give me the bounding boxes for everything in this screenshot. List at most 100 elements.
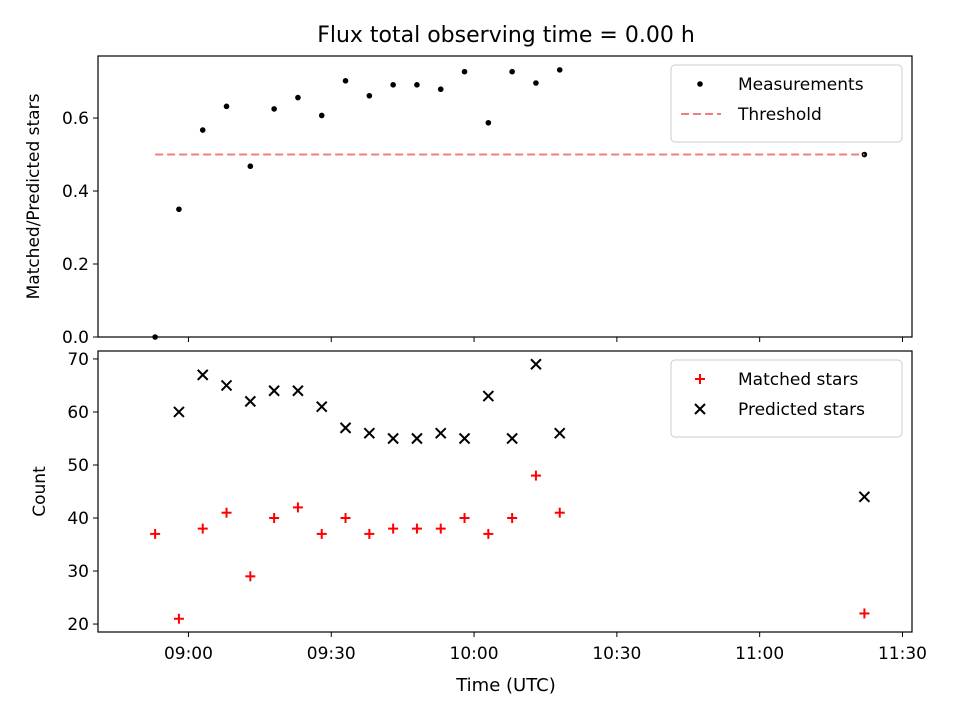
legend-box: [670, 359, 903, 438]
y-tick-label: 0.0: [62, 328, 89, 348]
measurement-point: [461, 68, 468, 75]
predicted-star-point: [506, 432, 518, 445]
y-axis-label: Count: [30, 466, 50, 517]
predicted-star-point: [173, 406, 185, 418]
ratio-panel: 0.0 0.2 0.4 0.6 Matched/Predicted stars Measu…: [24, 55, 913, 348]
predicted-star-point: [858, 491, 871, 503]
x-stroke-2: [411, 432, 423, 445]
x-tick-label: 11:00: [735, 644, 784, 664]
x-stroke-2: [316, 400, 328, 413]
x-stroke-2: [858, 491, 871, 503]
measurement-point: [318, 112, 325, 119]
x-stroke-2: [292, 385, 304, 397]
measurement-point: [366, 92, 373, 99]
legend-label: Measurements: [738, 75, 864, 95]
y-tick-label: 0.4: [62, 182, 89, 202]
x-stroke-2: [197, 369, 209, 381]
legend-x-swatch: [694, 403, 706, 415]
matched-star-point: [197, 523, 208, 534]
x-stroke-2: [506, 432, 518, 445]
matched-star-point: [859, 608, 870, 619]
x-stroke-2: [387, 432, 399, 445]
x-tick-label: 11:30: [878, 644, 927, 664]
matched-star-point: [388, 523, 399, 534]
y-tick-label: 60: [67, 403, 89, 423]
x-stroke-2: [458, 432, 471, 445]
matched-star-point: [292, 502, 303, 513]
predicted-star-point: [339, 422, 352, 434]
measurement-point: [152, 334, 158, 340]
legend-label: Predicted stars: [738, 400, 865, 420]
predicted-star-point: [316, 400, 328, 413]
legend: Measurements Threshold: [670, 64, 903, 143]
plot-frame: [97, 350, 913, 633]
x-tick-label: 10:00: [450, 644, 499, 664]
x-axis-label: Time (UTC): [455, 675, 556, 696]
matched-star-point: [507, 513, 518, 524]
measurement-point: [199, 127, 206, 133]
matched-star-point: [173, 613, 184, 624]
matched-star-point: [530, 470, 541, 481]
matched-star-point: [459, 513, 470, 524]
y-tick-label: 50: [67, 456, 89, 476]
x-stroke-2: [554, 427, 566, 439]
measurement-point: [485, 119, 492, 126]
count-panel: 09:00 09:30 10:00 10:30 11:00 11:30 20 30 40 50 60…: [30, 350, 927, 664]
x-stroke-2: [530, 358, 542, 370]
measurement-point: [271, 106, 277, 112]
y-tick-label: 0.2: [62, 255, 89, 275]
predicted-star-point: [363, 427, 376, 439]
x-tick-label: 09:00: [164, 644, 213, 664]
predicted-star-point: [220, 379, 233, 392]
y-tick-label: 30: [67, 562, 89, 582]
matched-star-point: [554, 507, 565, 518]
matched-star-point: [364, 528, 375, 539]
x-tick-label: 10:30: [592, 644, 641, 664]
measurement-point: [437, 86, 444, 93]
figure-title: Flux total observing time = 0.00 h: [317, 23, 695, 48]
measurement-point: [509, 68, 515, 75]
legend-label: Threshold: [737, 105, 822, 125]
measurement-point: [295, 94, 301, 101]
x-tick-label: 09:30: [307, 644, 356, 664]
matched-star-point: [245, 571, 256, 582]
predicted-star-point: [387, 432, 399, 445]
measurement-point: [342, 78, 349, 84]
x-stroke-2: [363, 427, 376, 439]
measurement-point: [556, 67, 563, 73]
x-stroke-2: [339, 422, 352, 434]
predicted-star-point: [530, 358, 542, 370]
matched-star-point: [411, 523, 422, 534]
y-tick-label: 70: [67, 350, 89, 370]
matched-star-point: [435, 523, 446, 534]
matched-star-point: [150, 528, 161, 539]
measurement-point: [533, 80, 539, 86]
legend-box: [670, 64, 903, 143]
predicted-star-point: [268, 385, 280, 397]
measurement-point: [176, 206, 182, 213]
legend-label: Matched stars: [738, 370, 858, 390]
legend-dot-swatch: [697, 81, 703, 87]
x-stroke-2: [173, 406, 185, 418]
measurement-point: [247, 163, 254, 170]
measurement-point: [414, 82, 420, 88]
predicted-star-point: [244, 395, 257, 408]
y-tick-label: 20: [67, 615, 89, 635]
x-stroke-2: [435, 427, 447, 439]
y-axis-label: Matched/Predicted stars: [24, 93, 44, 299]
measurement-point: [390, 82, 396, 88]
predicted-star-point: [482, 390, 495, 402]
matched-star-point: [340, 513, 351, 524]
measurement-point: [223, 103, 230, 110]
y-tick-label: 0.6: [62, 109, 89, 129]
predicted-star-point: [197, 369, 209, 381]
plot-frame: [97, 55, 913, 338]
x-stroke-2: [220, 379, 233, 392]
matched-star-point: [316, 528, 327, 539]
predicted-star-point: [292, 385, 304, 397]
matched-star-point: [483, 528, 494, 539]
x-stroke-2: [482, 390, 495, 402]
predicted-star-point: [435, 427, 447, 439]
predicted-star-point: [554, 427, 566, 439]
